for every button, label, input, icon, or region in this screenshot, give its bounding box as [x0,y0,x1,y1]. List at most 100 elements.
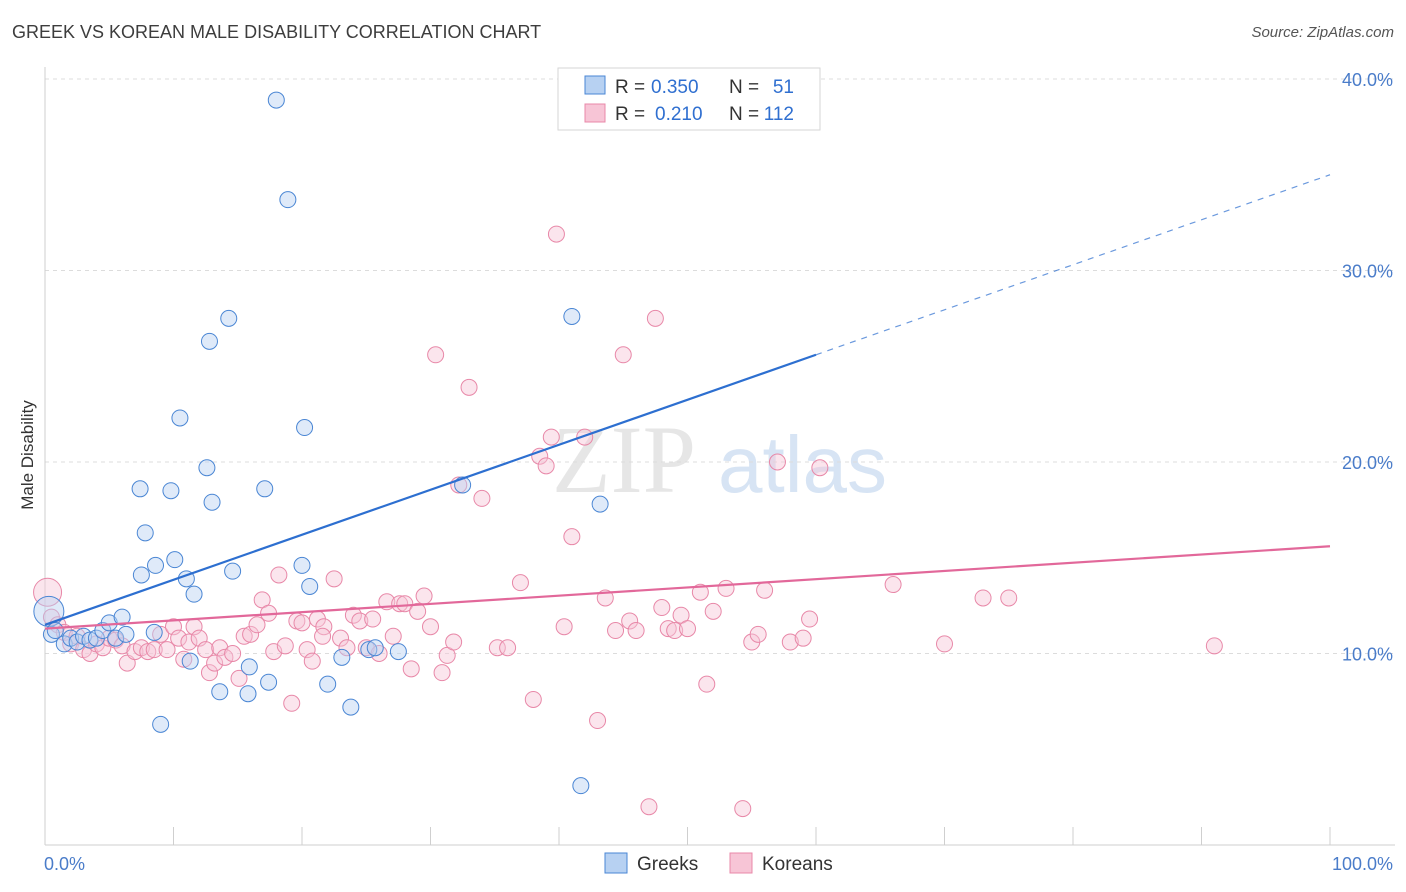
korean-point [607,622,625,640]
greek-point [68,633,86,651]
korean-point [152,625,170,643]
y-tick-label-10: 10.0% [1342,645,1393,665]
greek-point [152,715,170,733]
y-tick-label-20: 20.0% [1342,453,1393,473]
korean-point [524,690,542,708]
greek-point [185,585,203,603]
greek-point [260,673,278,691]
korean-point [338,639,356,657]
greek-point [33,595,65,627]
greek-point [211,683,229,701]
korean-point [460,378,478,396]
korean-point [698,675,716,693]
korean-point [216,648,234,666]
greek-point [572,777,590,795]
greek-point [132,566,150,584]
korean-point [175,650,193,668]
korean-point [242,625,260,643]
korean-point [589,712,607,730]
korean-point [303,652,321,670]
korean-point [145,641,163,659]
korean-point [235,627,253,645]
greek-point [107,629,125,647]
korean-point [422,618,439,636]
korean-point [473,489,491,507]
korean-point [1000,589,1018,607]
legend-greeks-n-label: N = [729,77,759,98]
legend-koreans-r-label: R = [615,104,645,125]
greek-point [200,332,218,350]
korean-point [1205,637,1223,655]
greek-point [319,675,337,693]
korean-point [158,641,176,659]
korean-point [801,610,819,628]
korean-point [139,643,157,661]
legend-greeks-r-label: R = [615,77,645,98]
greek-point [224,562,242,580]
korean-point [936,635,953,653]
bottom-legend-swatch-greeks [604,852,628,874]
korean-point [409,602,427,620]
trend-lines [44,174,1331,630]
korean-point [276,637,294,655]
korean-point [542,428,560,446]
top-legend: R = 0.350 N = 51 R = 0.210 N = 112 [557,67,821,131]
greek-point [131,480,149,498]
korean-point [344,606,362,624]
korean-point [427,346,445,364]
korean-point [384,627,402,645]
axes: 10.0% 20.0% 30.0% 40.0% 0.0% 100.0% [44,67,1395,874]
legend-swatch-koreans [584,103,606,123]
bottom-legend: Greeks Koreans [604,852,833,875]
korean-point [717,579,735,597]
legend-koreans-r-value: 0.210 [655,104,703,125]
korean-point [351,612,369,630]
korean-point [614,346,632,364]
greeks-trend-line [44,353,817,626]
greek-point [301,577,319,595]
greek-point [117,625,135,643]
korean-point [704,602,722,620]
korean-point [94,639,112,657]
greek-point [240,658,258,676]
korean-point [781,633,799,651]
korean-point [224,645,242,662]
greek-point [171,409,189,427]
greek-point [389,643,407,661]
greek-point [366,639,384,657]
greek-point [166,551,184,569]
bottom-legend-greeks: Greeks [637,854,698,875]
korean-point [659,620,677,638]
greek-point [162,482,180,500]
y-tick-label-30: 30.0% [1342,262,1393,282]
greek-point [46,622,64,640]
x-tick-label-0: 0.0% [44,854,85,874]
korean-point [364,610,382,628]
greek-point [203,493,221,511]
legend-greeks-n-value: 51 [773,77,794,98]
korean-point [415,587,433,605]
greek-point [256,480,274,498]
korean-point [627,622,645,640]
korean-point [396,595,414,613]
korean-point [749,625,767,643]
korean-point [230,669,248,687]
korean-point [325,570,343,588]
gridlines [45,78,1395,654]
greek-point [293,556,311,574]
greek-point [220,309,238,327]
greeks-trend-extension [815,174,1331,356]
korean-point [547,225,565,243]
watermark-zip: ZIP [552,406,696,513]
greek-point [55,635,73,653]
greek-points [33,91,609,795]
greek-point [267,91,285,109]
watermark-atlas: atlas [718,420,887,509]
korean-point [332,629,350,647]
korean-point [537,457,555,475]
bottom-legend-swatch-koreans [729,852,753,874]
y-tick-label-40: 40.0% [1342,70,1393,90]
korean-point [248,616,266,634]
greek-point [136,524,154,542]
korean-point [402,660,420,678]
